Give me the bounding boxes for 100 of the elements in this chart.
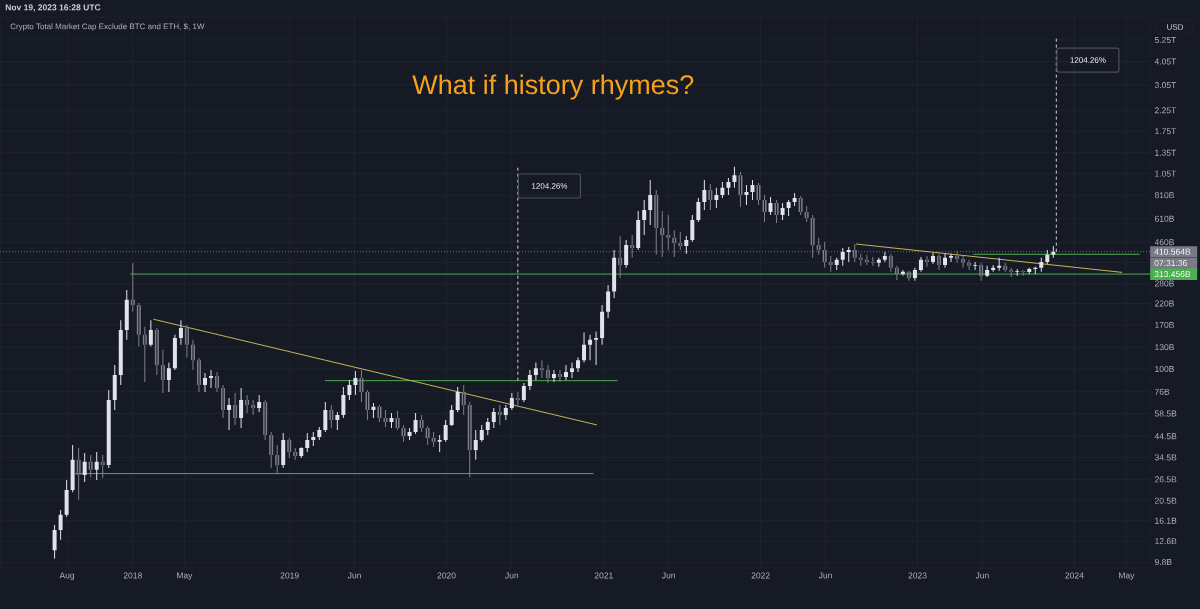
candlestick — [76, 448, 81, 500]
candlestick — [864, 254, 869, 265]
candlestick — [311, 432, 316, 446]
x-tick-label: 2021 — [594, 572, 613, 579]
candlestick — [870, 257, 875, 266]
ref-line-label: 410.564B — [1154, 248, 1191, 255]
candlestick — [846, 247, 851, 262]
candlestick — [136, 303, 141, 347]
candlestick — [221, 384, 226, 418]
text: Nov 19, 2023 16:28 UTC — [5, 4, 101, 12]
candlestick — [395, 410, 400, 430]
candlestick — [88, 455, 93, 478]
y-tick-label: 130B — [1155, 344, 1174, 351]
candlestick — [419, 414, 424, 433]
candlestick — [539, 360, 544, 379]
candlestick — [142, 326, 147, 383]
y-tick-label: 460B — [1154, 239, 1174, 246]
y-tick-label: 9.8B — [1154, 558, 1172, 565]
candlestick — [245, 395, 250, 413]
y-tick-label: 220B — [1154, 300, 1174, 307]
annotation: 1204.26% — [532, 183, 568, 189]
y-tick-label: 1.35T — [1155, 149, 1177, 156]
x-tick-label: 2022 — [751, 572, 770, 579]
candlestick — [154, 327, 159, 375]
x-tick-label: Jun — [975, 572, 989, 579]
annotation: 313.456B — [1154, 271, 1191, 278]
candlestick — [1015, 269, 1020, 276]
candlestick — [1003, 262, 1008, 272]
candlestick — [894, 265, 899, 280]
x-tick-label: 2019 — [280, 572, 299, 579]
y-tick-label: 810B — [1154, 192, 1174, 199]
candlestick — [227, 397, 232, 430]
text: What if history rhymes? — [412, 74, 694, 100]
candlestick — [293, 448, 298, 460]
candlestick — [130, 263, 135, 312]
y-tick-label: 4.05T — [1154, 58, 1177, 65]
y-tick-label: 610B — [1154, 215, 1174, 222]
y-tick-label: 170B — [1155, 321, 1174, 328]
x-tick-label: 2023 — [908, 572, 927, 579]
candlestick — [251, 399, 256, 415]
candlestick — [798, 195, 803, 215]
candlestick — [160, 349, 165, 394]
candlestick — [209, 370, 214, 388]
y-tick-label: 5.25T — [1154, 36, 1177, 43]
x-tick-label: May — [177, 572, 193, 581]
candlestick — [666, 214, 671, 250]
candlestick — [467, 401, 472, 478]
candlestick — [973, 261, 978, 271]
candlestick — [738, 172, 743, 207]
candlestick — [461, 384, 466, 415]
candlestick — [329, 404, 334, 428]
x-tick-label: 2020 — [437, 572, 456, 579]
candlestick — [190, 339, 195, 370]
annotation: 1204.26% — [1070, 57, 1106, 63]
y-tick-label: 34.5B — [1154, 454, 1177, 461]
candlestick — [359, 370, 364, 402]
candlestick — [979, 262, 984, 281]
y-tick-label: 44.5B — [1154, 433, 1177, 440]
y-tick-label: 1.05T — [1155, 170, 1177, 177]
y-tick-label: 12.6B — [1155, 538, 1177, 545]
text: Crypto Total Market Cap Exclude BTC and ETH, $, 1W — [10, 23, 205, 31]
x-tick-label: 2018 — [123, 572, 142, 579]
candlestick — [269, 432, 274, 468]
candlestick — [401, 424, 406, 442]
candlestick — [937, 253, 941, 271]
candlestick — [437, 434, 442, 453]
candlestick — [888, 253, 893, 272]
candlestick — [100, 455, 105, 479]
y-tick-label: 100B — [1155, 365, 1174, 372]
candlestick — [263, 399, 268, 440]
candlestick — [1009, 267, 1014, 277]
candlestick — [774, 199, 779, 223]
candlestick — [425, 425, 430, 445]
x-tick-label: Aug — [59, 572, 75, 581]
x-tick-label: Jun — [661, 572, 675, 579]
candlestick — [497, 404, 502, 425]
candlestick — [545, 364, 550, 383]
y-tick-label: 280B — [1154, 280, 1174, 287]
candlestick — [275, 444, 280, 475]
candlestick — [594, 331, 599, 365]
candlestick — [708, 183, 713, 210]
text: 07:31:36 — [1154, 260, 1187, 267]
candlestick — [515, 392, 520, 405]
candlestick — [383, 409, 388, 427]
y-tick-label: 58.5B — [1154, 410, 1177, 417]
candlestick — [431, 432, 436, 448]
candlestick — [804, 206, 809, 222]
candlestick — [961, 255, 966, 268]
x-tick-label: Jun — [347, 572, 361, 579]
candlestick — [365, 389, 370, 421]
candlestick — [858, 253, 863, 266]
x-tick-label: 2024 — [1065, 572, 1084, 579]
candlestick — [233, 393, 238, 425]
candlestick — [997, 257, 1002, 271]
candlestick — [744, 184, 749, 205]
y-tick-label: 1.75T — [1155, 128, 1177, 135]
candlestick — [215, 372, 220, 393]
candlestick — [678, 231, 683, 250]
candlestick — [924, 255, 929, 267]
x-tick-label: May — [1119, 572, 1135, 581]
